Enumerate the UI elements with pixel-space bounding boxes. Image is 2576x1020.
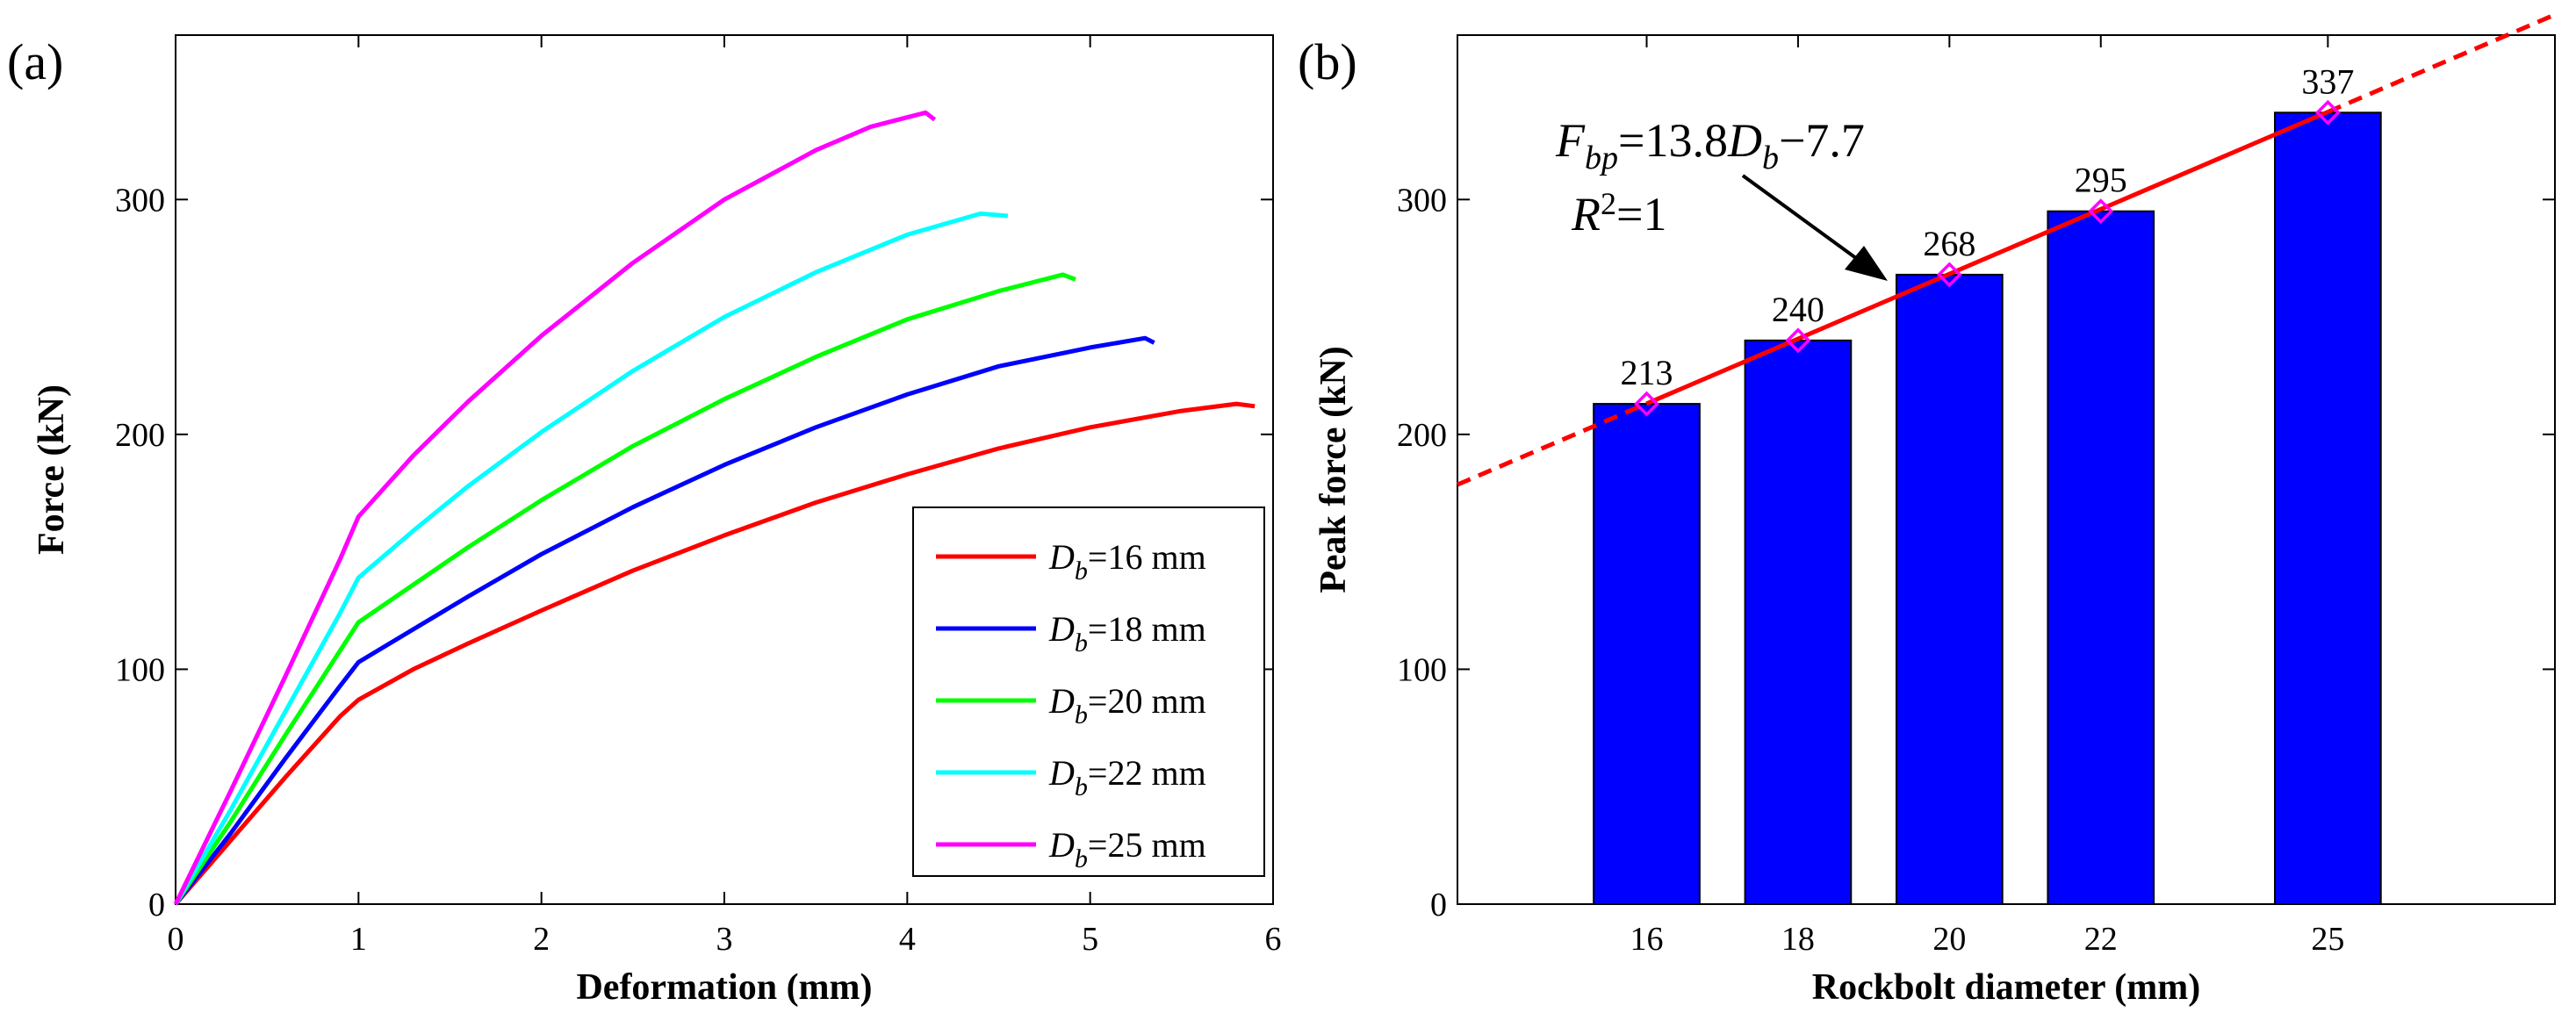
legend-entry: Db=25 mm	[1048, 825, 1206, 873]
panel-a-label: (a)	[7, 33, 63, 90]
panel-b-fit: 213 240 268 295 337	[1457, 12, 2556, 487]
series-line-25mm	[173, 110, 937, 906]
legend-sub: b	[1075, 844, 1088, 873]
legend-var: D	[1048, 825, 1075, 865]
panel-b-label: (b)	[1298, 33, 1357, 90]
data-marker-16	[1634, 391, 1659, 417]
legend-sub: b	[1075, 700, 1088, 729]
bar-22	[2047, 210, 2155, 906]
panel-a-ticks: 0 1 2 3 4 5 6 0 100 200 300	[115, 35, 1282, 958]
panel-b-ytick-label: 0	[1430, 887, 1447, 923]
panel-a-xlabel: Deformation (mm)	[576, 967, 872, 1008]
panel-b-xlabel: Rockbolt diameter (mm)	[1812, 967, 2200, 1008]
series-line-16mm	[174, 401, 1256, 906]
legend-text: =18 mm	[1088, 609, 1206, 649]
data-marker-22	[2088, 198, 2114, 225]
value-label-16: 213	[1621, 353, 1673, 392]
panel-b-ticks: 16 18 20 22 25 0 100 200 300	[1397, 35, 2555, 958]
legend-entry: Db=20 mm	[1048, 681, 1206, 729]
fit-extrapolation-left	[1457, 401, 1648, 487]
legend-box	[912, 506, 1265, 877]
value-label-20: 268	[1923, 224, 1975, 263]
legend-var: D	[1048, 537, 1075, 577]
panel-a-xtick-label: 3	[716, 921, 733, 958]
panel-b: (b) 16 18 20 22 25 0 100 200 300 213 240 268 295 337…	[1298, 12, 2556, 1008]
panel-a-xtick-label: 4	[899, 921, 916, 958]
eq-var-d: D	[1727, 114, 1762, 167]
legend-sub: b	[1075, 772, 1088, 801]
legend-var: D	[1048, 753, 1075, 793]
legend-var: D	[1048, 609, 1075, 649]
r-squared-text: R2=1	[1571, 186, 1666, 241]
panel-b-ytick-label: 200	[1397, 417, 1447, 454]
legend-entry: Db=22 mm	[1048, 753, 1206, 801]
panel-a: (a) 0 1 2 3 4 5 6 0 100 200 300 Deformation (mm) F…	[7, 33, 1282, 1008]
annotation-arrow-line	[1741, 174, 1861, 262]
value-label-22: 295	[2075, 161, 2127, 200]
legend-sub: b	[1075, 557, 1088, 585]
fit-equation-text: Fbp=13.8Db−7.7	[1555, 114, 1865, 176]
panel-b-axes-box	[1457, 34, 2556, 905]
fit-line	[1645, 110, 2329, 406]
panel-a-ylabel: Force (kN)	[32, 384, 72, 555]
bar-16	[1593, 403, 1701, 906]
panel-b-xtick-label: 16	[1630, 921, 1664, 958]
legend-text: =20 mm	[1088, 681, 1206, 721]
panel-b-xtick-label: 18	[1781, 921, 1815, 958]
eq-sub-b: b	[1762, 140, 1779, 176]
annotation-arrow-head	[1845, 246, 1888, 281]
legend-var: D	[1048, 681, 1075, 721]
panel-a-xtick-label: 6	[1265, 921, 1282, 958]
panel-b-bars	[1593, 111, 2382, 906]
data-marker-18	[1785, 327, 1811, 354]
panel-a-ytick-label: 0	[148, 887, 165, 923]
bar-25	[2274, 111, 2382, 905]
eq-var-f: F	[1555, 114, 1586, 167]
legend-sub: b	[1075, 629, 1088, 657]
r2-var: R	[1571, 188, 1601, 241]
series-line-18mm	[174, 335, 1155, 906]
value-label-25: 337	[2301, 61, 2354, 101]
panel-b-ytick-label: 100	[1397, 651, 1447, 688]
eq-sub-bp: bp	[1585, 140, 1618, 176]
eq-slope: =13.8	[1618, 114, 1728, 167]
legend-entry: Db=16 mm	[1048, 537, 1206, 585]
panel-b-xtick-label: 20	[1932, 921, 1966, 958]
panel-a-xtick-label: 1	[350, 921, 367, 958]
panel-b-xtick-label: 22	[2084, 921, 2118, 958]
panel-a-ytick-label: 200	[115, 417, 165, 454]
panel-a-ytick-label: 300	[115, 182, 165, 219]
r2-sup: 2	[1601, 186, 1616, 221]
panel-a-ytick-label: 100	[115, 651, 165, 688]
legend-entry: Db=18 mm	[1048, 609, 1206, 657]
legend-text: =16 mm	[1088, 537, 1206, 577]
fit-equation: Fbp=13.8Db−7.7 R2=1	[1555, 114, 1888, 281]
value-label-18: 240	[1772, 290, 1824, 329]
series-line-20mm	[173, 272, 1076, 906]
panel-a-xtick-label: 0	[168, 921, 184, 958]
panel-b-ytick-label: 300	[1397, 182, 1447, 219]
fit-extrapolation-right	[2327, 12, 2556, 114]
r2-rest: =1	[1616, 188, 1666, 241]
bar-18	[1744, 339, 1853, 905]
panel-a-xtick-label: 5	[1082, 921, 1098, 958]
panel-b-ylabel: Peak force (kN)	[1313, 346, 1354, 593]
data-marker-20	[1936, 262, 1962, 288]
series-line-22mm	[173, 211, 1009, 906]
eq-intercept: −7.7	[1779, 114, 1865, 167]
bar-20	[1896, 273, 2004, 905]
legend-text: =22 mm	[1088, 753, 1206, 793]
panel-a-series	[173, 110, 1256, 906]
panel-a-xtick-label: 2	[533, 921, 550, 958]
legend-text: =25 mm	[1088, 825, 1206, 865]
panel-b-xtick-label: 25	[2311, 921, 2344, 958]
data-marker-25	[2314, 99, 2341, 126]
